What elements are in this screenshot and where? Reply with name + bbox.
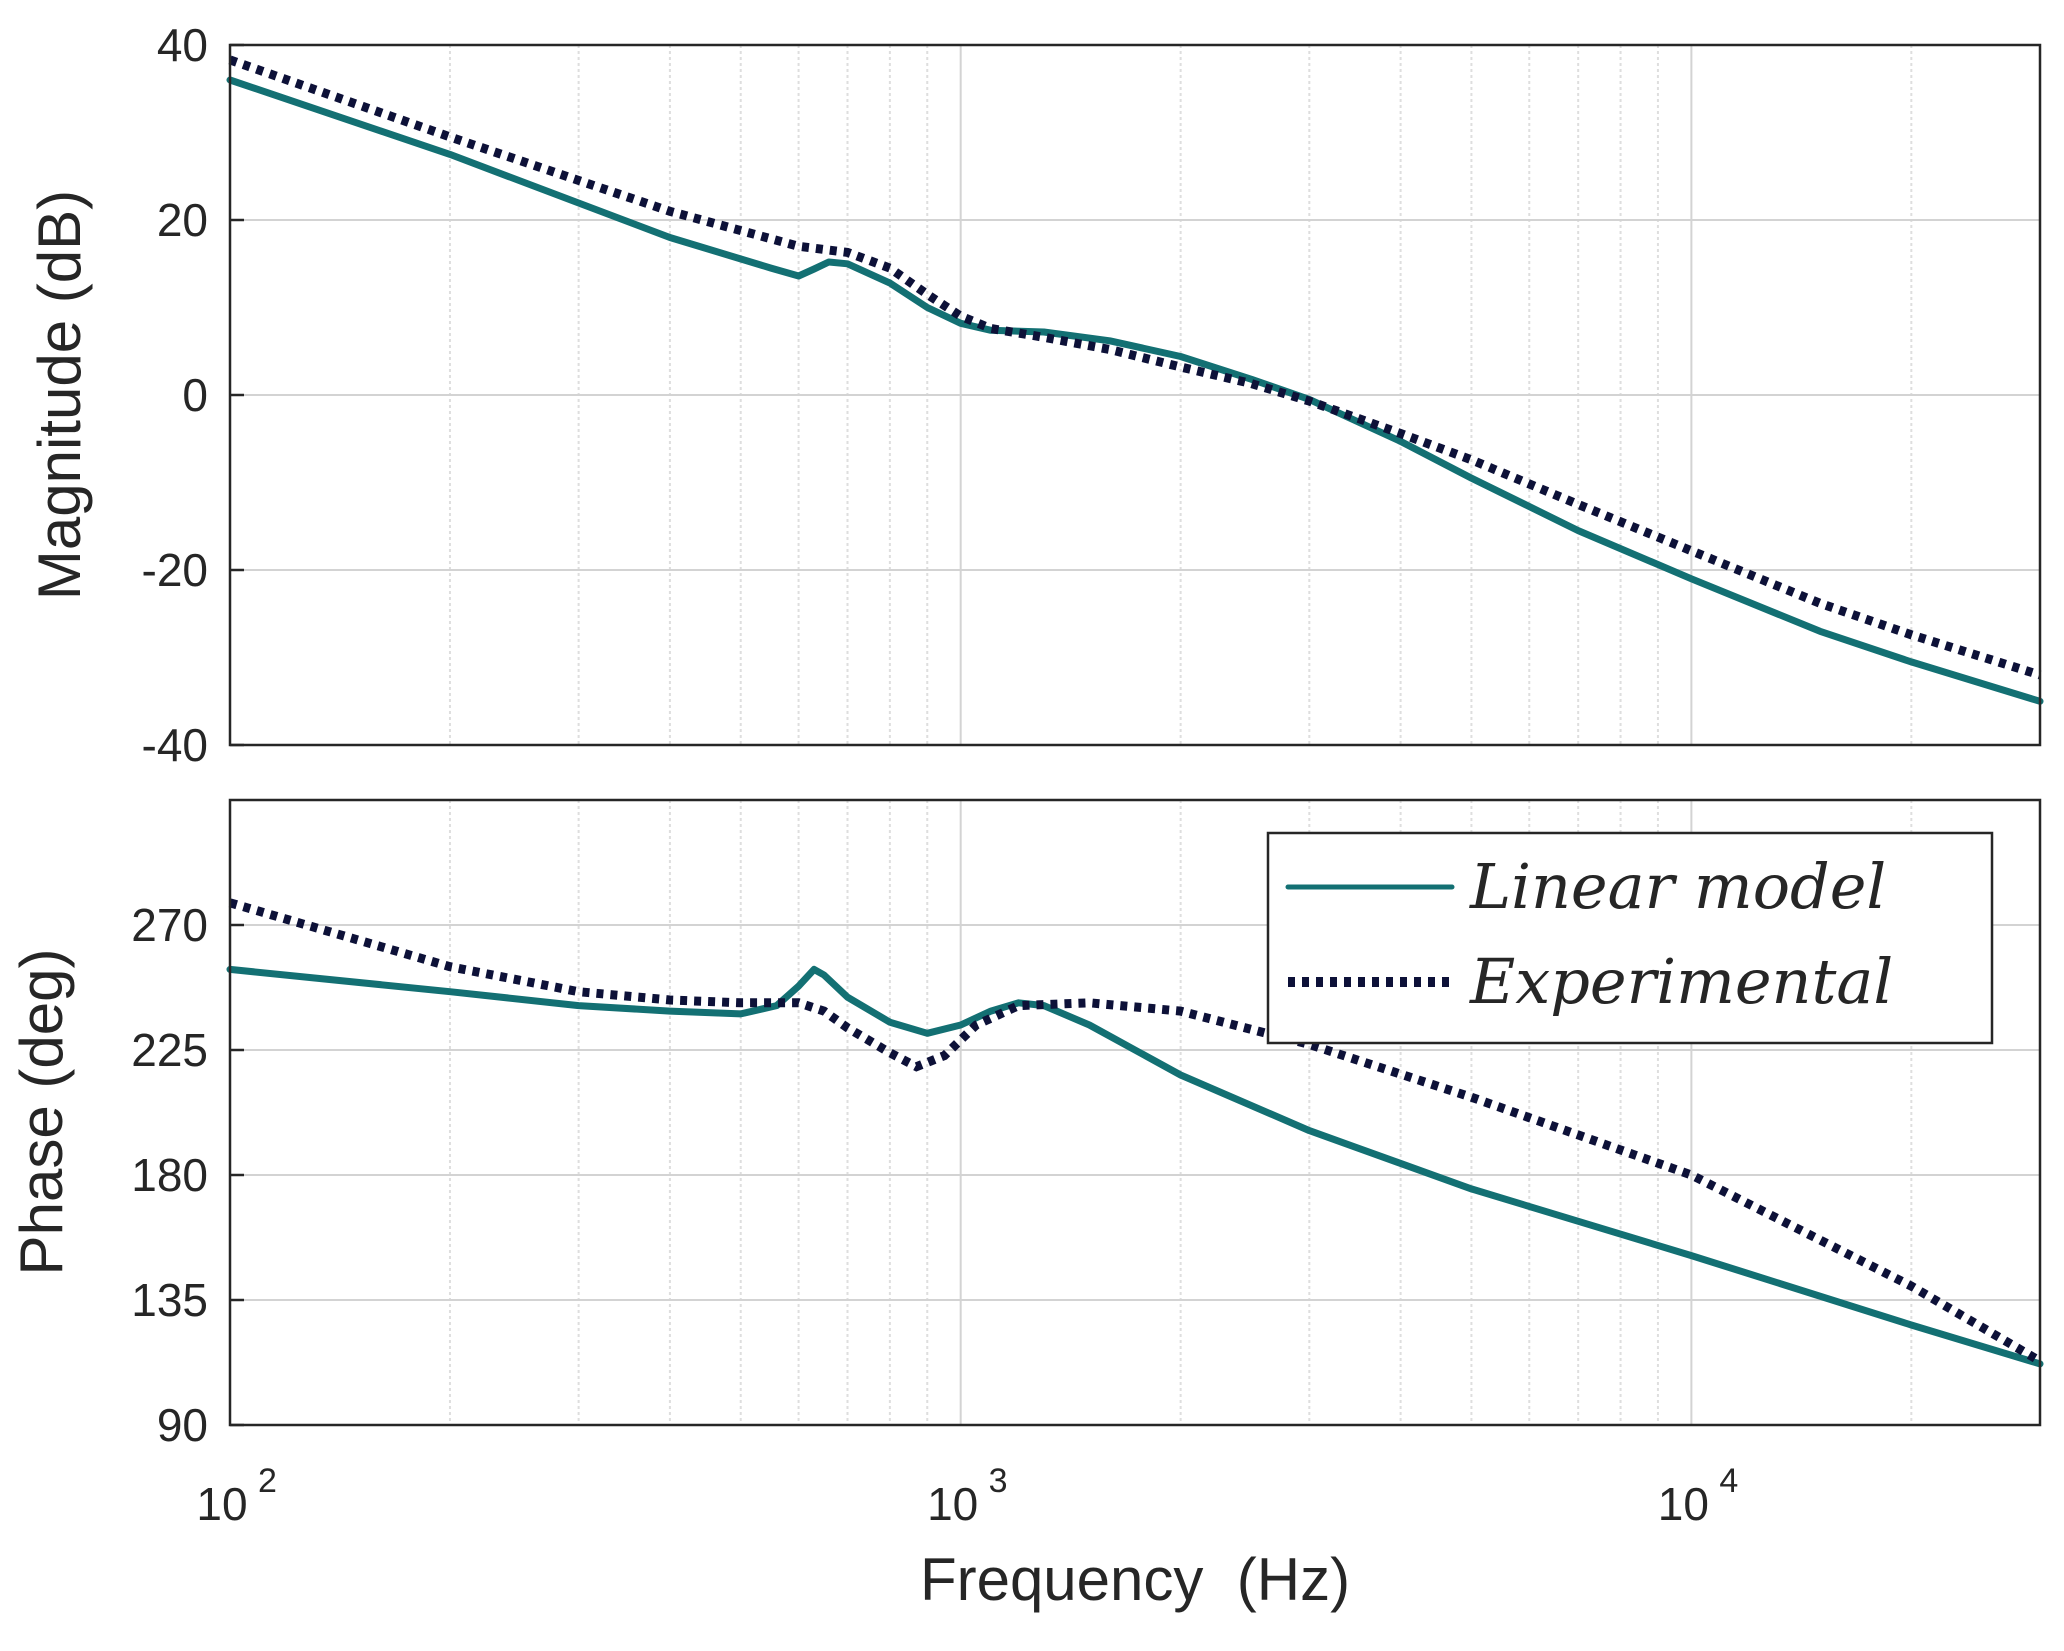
magnitude-plot: 40 20 0 -20 -40 Magnitude (dB) <box>26 19 2044 771</box>
legend-box <box>1266 831 1994 1045</box>
x-tick-label: 10 <box>927 1478 978 1530</box>
legend-label-linear-model: Linear model <box>1469 850 1886 923</box>
magnitude-series <box>226 55 2044 705</box>
phase-y-tick-label: 270 <box>131 899 208 951</box>
phase-y-tick-label: 180 <box>131 1149 208 1201</box>
x-tick-exponent: 4 <box>1719 1462 1738 1500</box>
phase-plot: 90 135 180 225 270 10 2 10 3 10 4 Phase (deg) Fre… <box>8 798 2044 1613</box>
phase-y-ticks: 90 135 180 225 270 <box>131 899 244 1451</box>
legend-label-experimental: Experimental <box>1469 945 1893 1018</box>
x-tick-label: 10 <box>196 1478 247 1530</box>
phase-y-tick-label: 90 <box>157 1399 208 1451</box>
magnitude-series-linear-model <box>226 76 2044 705</box>
magnitude-y-tick-label: -20 <box>142 544 208 596</box>
phase-axes-frame <box>228 798 2042 1427</box>
magnitude-y-tick-label: 40 <box>157 19 208 71</box>
phase-series-linear-model <box>226 965 2044 1368</box>
magnitude-y-tick-label: 0 <box>182 369 208 421</box>
magnitude-y-tick-label: -40 <box>142 719 208 771</box>
magnitude-ylabel: Magnitude (dB) <box>26 190 93 600</box>
phase-y-tick-label: 135 <box>131 1274 208 1326</box>
phase-series <box>226 898 2044 1368</box>
legend: Linear model Experimental <box>1266 831 1994 1045</box>
magnitude-y-tick-label: 20 <box>157 194 208 246</box>
x-tick-exponent: 2 <box>258 1462 277 1500</box>
magnitude-y-ticks: 40 20 0 -20 -40 <box>142 19 244 771</box>
frequency-xlabel: Frequency (Hz) <box>920 1546 1350 1613</box>
phase-y-tick-label: 225 <box>131 1024 208 1076</box>
x-tick-label: 10 <box>1658 1478 1709 1530</box>
phase-series-experimental <box>228 898 2043 1365</box>
phase-ylabel: Phase (deg) <box>8 949 75 1276</box>
frequency-x-ticks: 10 2 10 3 10 4 <box>196 1462 1738 1530</box>
x-tick-exponent: 3 <box>989 1462 1008 1500</box>
